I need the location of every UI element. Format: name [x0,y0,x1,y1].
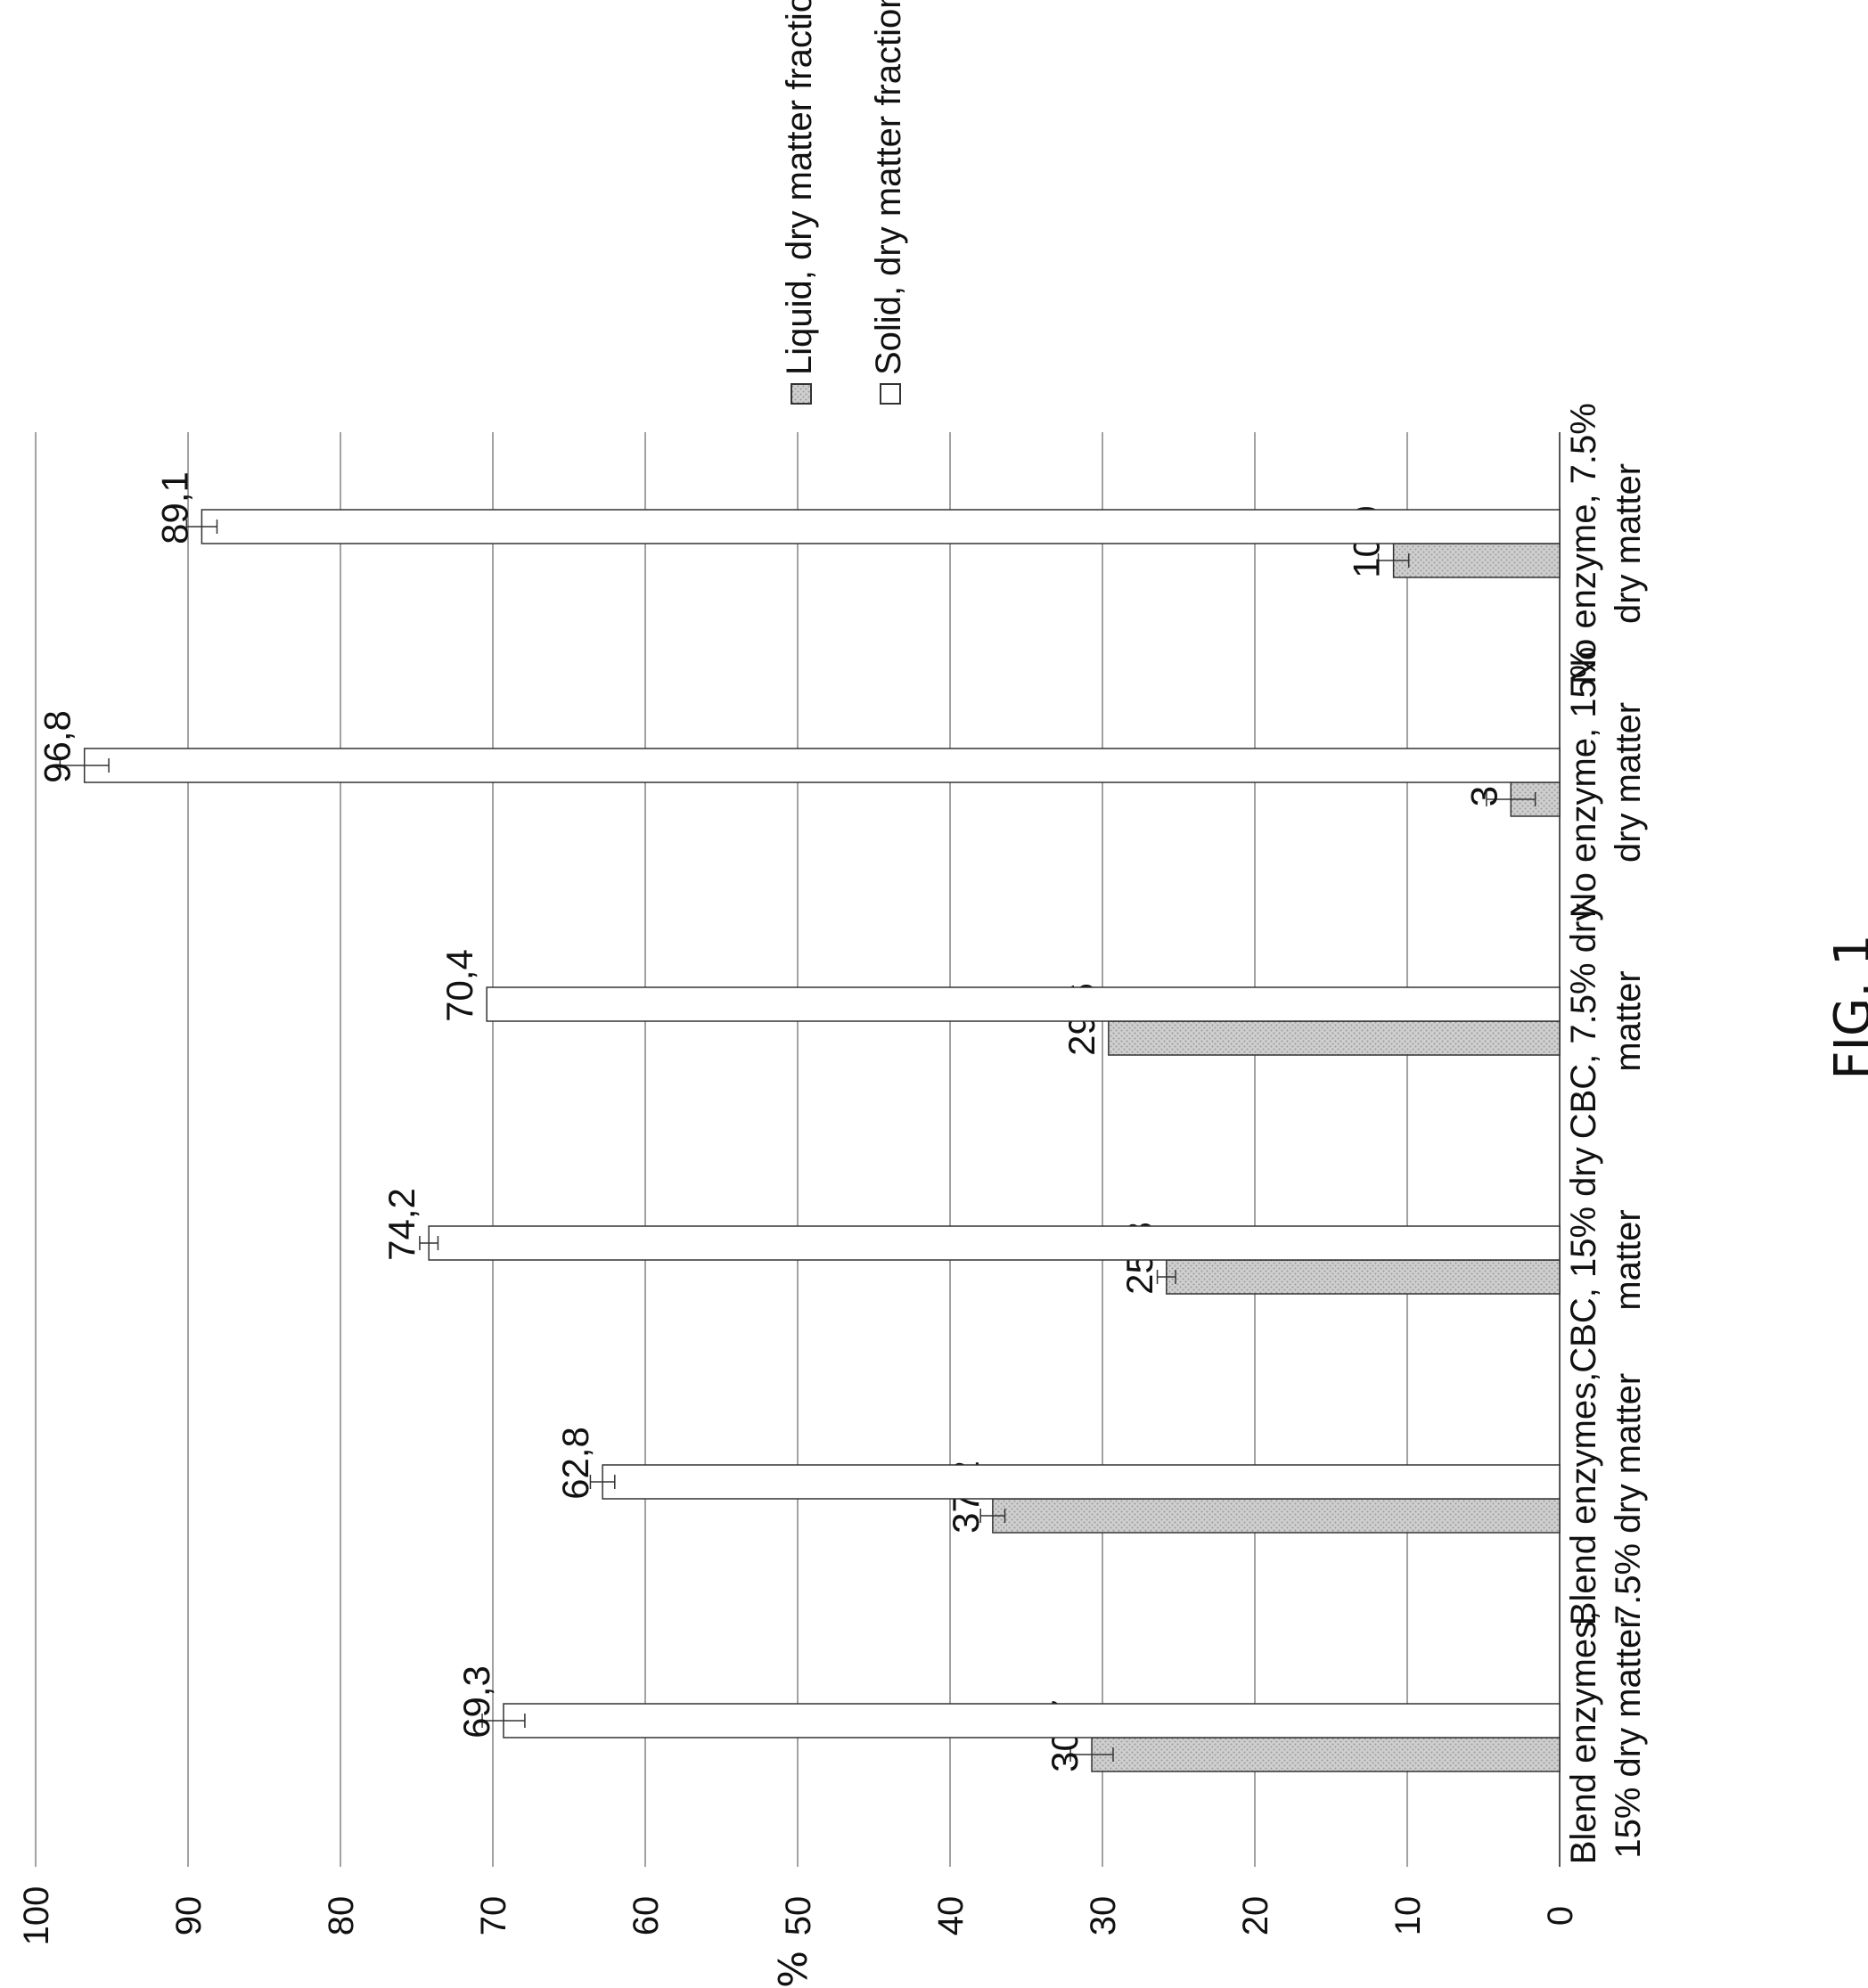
y-tick-label: 100 [17,1886,56,1946]
category-label: CBC, 7.5% drymatter [1564,904,1648,1140]
bar-liquid [1109,1021,1560,1055]
category-label-line: CBC, 7.5% dry [1564,904,1603,1140]
category-label-line: Blend enzymes, [1564,1372,1603,1626]
category-label-line: dry matter [1609,702,1648,863]
legend: Liquid, dry matter fraction Solid, dry ma… [780,0,908,404]
bar-solid [85,749,1560,782]
y-tick-label: 40 [931,1896,971,1936]
category-label-line: matter [1609,970,1648,1071]
data-label: 62,8 [554,1427,596,1500]
y-axis-label: % [771,1951,816,1988]
category-label: No enzyme, 7.5%dry matter [1564,403,1648,684]
category-label-line: CBC, 15% dry [1564,1147,1603,1372]
category-label: CBC, 15% drymatter [1564,1147,1648,1372]
bar-liquid [993,1499,1560,1533]
category-label-line: matter [1609,1209,1648,1310]
category-label-line: 15% dry matter [1609,1616,1648,1858]
y-tick-label: 0 [1541,1906,1580,1926]
category-label-line: 7.5% dry matter [1609,1373,1648,1624]
y-tick-label: 70 [474,1896,513,1936]
bar-solid [429,1226,1560,1260]
category-label: Blend enzymes,7.5% dry matter [1564,1372,1648,1626]
data-label: 70,4 [438,949,480,1022]
bar-solid [504,1704,1560,1738]
bar-liquid [1167,1260,1560,1294]
category-label-line: Blend enzymes, [1564,1611,1603,1865]
bar-solid [602,1465,1560,1499]
y-tick-label: 50 [779,1896,818,1936]
legend-label: Liquid, dry matter fraction [780,0,819,375]
bar-liquid [1092,1738,1560,1771]
bar-solid [487,987,1560,1021]
y-tick-label: 80 [322,1896,361,1936]
y-tick-label: 20 [1236,1896,1275,1936]
category-label: No enzyme, 15%dry matter [1564,647,1648,919]
y-tick-label: 90 [169,1896,209,1936]
bar-liquid [1394,544,1560,577]
y-tick-label: 10 [1389,1896,1428,1936]
figure-caption: FIG. 1 [1824,934,1868,1079]
legend-swatch-solid [881,384,900,404]
bar-solid [201,510,1560,544]
legend-label: Solid, dry matter fraction [869,0,908,375]
y-tick-label: 30 [1084,1896,1123,1936]
data-label: 74,2 [381,1188,422,1261]
category-label-line: dry matter [1609,463,1648,624]
data-label: 69,3 [455,1665,497,1738]
legend-swatch-liquid [791,384,811,404]
data-label: 96,8 [37,710,78,783]
data-label: 89,1 [153,471,195,544]
category-label-line: No enzyme, 15% [1564,647,1603,919]
category-label: Blend enzymes,15% dry matter [1564,1611,1648,1865]
category-label-line: No enzyme, 7.5% [1564,403,1603,684]
y-tick-label: 60 [627,1896,666,1936]
plot-area: 0 10 20 30 40 50 60 70 80 90 100% No enzyme, 7.5%dr… [17,403,1648,1988]
